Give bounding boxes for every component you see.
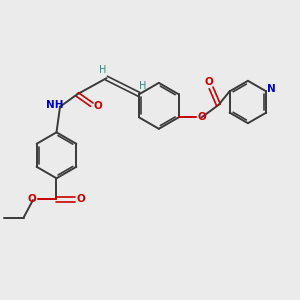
Text: H: H (99, 65, 107, 75)
Text: NH: NH (46, 100, 64, 110)
Text: H: H (139, 81, 146, 92)
Text: O: O (77, 194, 85, 204)
Text: N: N (267, 84, 276, 94)
Text: O: O (198, 112, 207, 122)
Text: O: O (27, 194, 36, 204)
Text: O: O (204, 77, 213, 87)
Text: O: O (93, 101, 102, 111)
